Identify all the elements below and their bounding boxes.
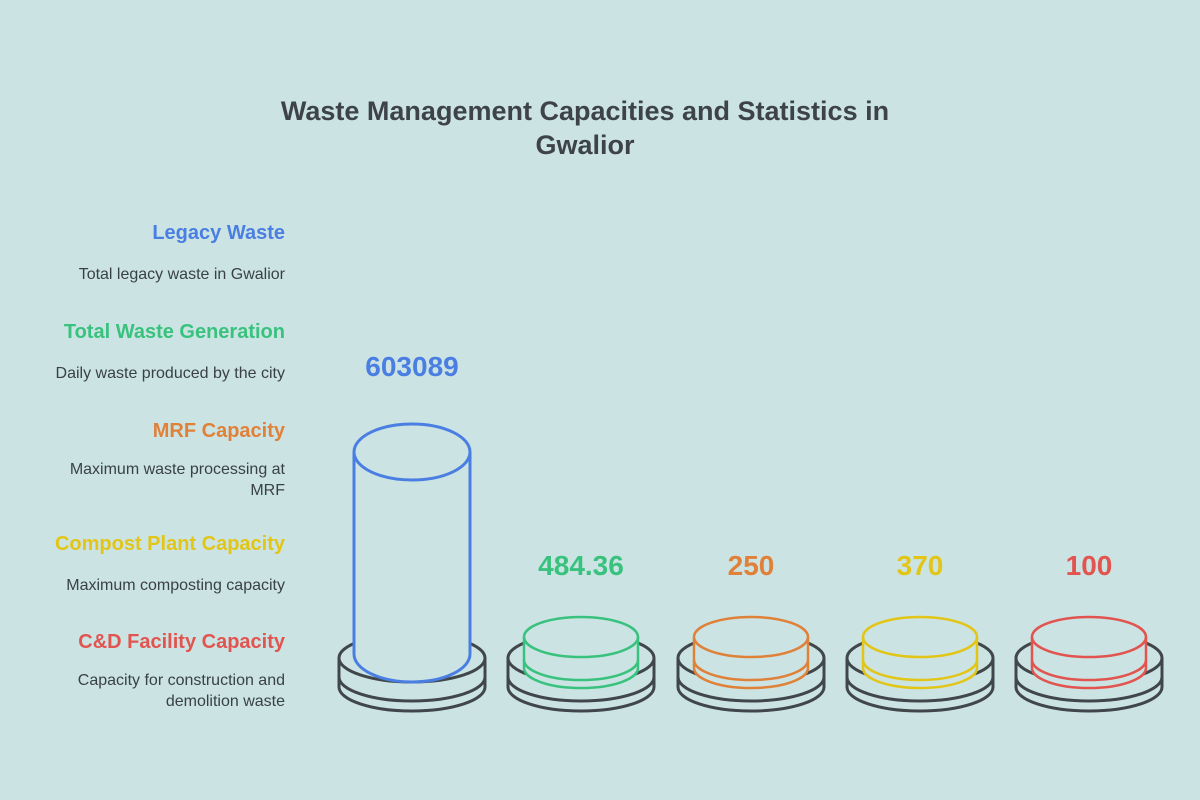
value-label-total-waste-generation: 484.36 xyxy=(538,550,624,581)
cylinder-2 xyxy=(692,615,810,690)
chart-title: Waste Management Capacities and Statisti… xyxy=(280,96,890,160)
cylinder-4 xyxy=(1030,615,1148,690)
legend-desc-mrf-capacity: Maximum waste processing at MRF xyxy=(69,461,285,499)
legend-desc-legacy-waste: Total legacy waste in Gwalior xyxy=(78,266,285,283)
legend-desc-cd-facility-capacity: Capacity for construction and demolition… xyxy=(77,672,285,710)
legend-label-cd-facility-capacity: C&D Facility Capacity xyxy=(78,631,285,653)
legend-label-legacy-waste: Legacy Waste xyxy=(152,222,285,244)
cylinder-1 xyxy=(522,615,640,690)
cylinder-0 xyxy=(352,422,472,684)
legend-label-compost-plant-capacity: Compost Plant Capacity xyxy=(54,533,285,555)
legend-label-mrf-capacity: MRF Capacity xyxy=(152,420,285,442)
cylinder-3 xyxy=(861,615,979,690)
value-label-legacy-waste: 603089 xyxy=(365,351,459,382)
legend-label-total-waste-generation: Total Waste Generation xyxy=(63,321,285,343)
value-label-cd-facility-capacity: 100 xyxy=(1065,550,1113,581)
value-label-compost-plant-capacity: 370 xyxy=(896,550,944,581)
legend-desc-total-waste-generation: Daily waste produced by the city xyxy=(55,365,285,382)
value-label-mrf-capacity: 250 xyxy=(727,550,775,581)
legend-desc-compost-plant-capacity: Maximum composting capacity xyxy=(66,577,285,594)
